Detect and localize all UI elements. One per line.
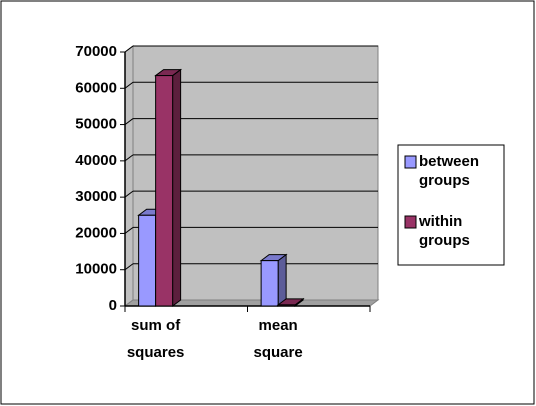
y-tick-label: 50000: [75, 116, 117, 133]
bar: [138, 214, 157, 307]
legend-swatch: [404, 155, 417, 169]
bar-side: [277, 253, 287, 307]
y-tick-label: 40000: [75, 152, 117, 169]
grid-line: [124, 154, 134, 162]
x-tick-label: mean square: [254, 317, 303, 361]
y-tick-label: 60000: [75, 79, 117, 96]
grid-line: [124, 227, 134, 234]
grid-line: [124, 190, 134, 198]
x-tick-label: sum of squares: [127, 317, 185, 361]
legend-swatch: [404, 215, 417, 229]
grid-line: [124, 45, 134, 53]
bar-side: [172, 68, 182, 307]
y-tick-label: 20000: [75, 224, 117, 241]
grid-line: [124, 118, 134, 125]
y-tick-label: 70000: [75, 43, 117, 60]
grid-line: [124, 263, 134, 271]
bar: [260, 260, 279, 307]
y-tick-label: 0: [109, 297, 117, 314]
bar: [277, 304, 296, 307]
y-tick-label: 30000: [75, 188, 117, 205]
legend-label: within groups: [418, 213, 470, 249]
grid-line: [124, 81, 134, 89]
bar: [155, 75, 174, 307]
legend-label: between groups: [419, 153, 479, 189]
y-tick-label: 10000: [75, 261, 117, 278]
